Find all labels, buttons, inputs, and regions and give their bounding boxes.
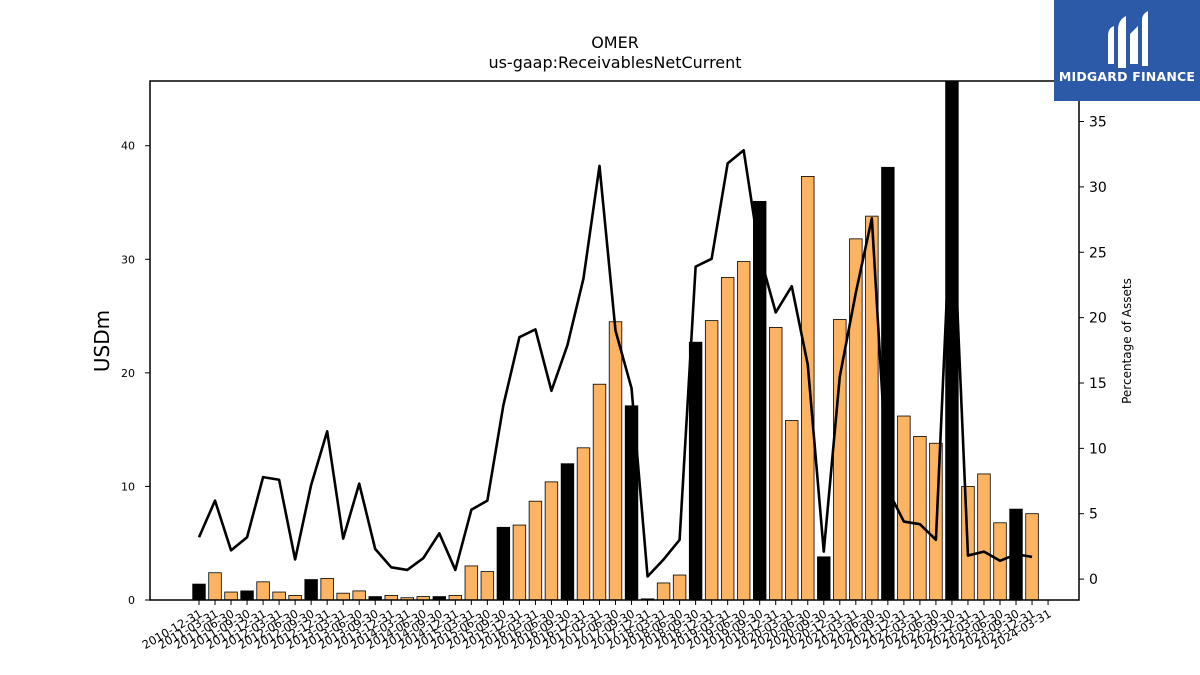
bar [881,166,895,601]
bar [753,200,767,601]
bar [688,341,703,601]
y-axis-label: USDm [90,310,114,372]
chart-subtitle: us-gaap:ReceivablesNetCurrent [488,53,742,72]
chart-title: OMER [591,33,639,52]
bar [977,473,991,601]
y2-tick-label: 10 [1089,441,1107,457]
bar [544,481,559,601]
bar [945,80,959,601]
plot-frame [149,80,1080,601]
bar [576,447,591,601]
bar [336,592,350,601]
bar [704,320,719,601]
bar [208,572,222,601]
y2-tick-label: 15 [1089,376,1107,392]
bar [656,582,671,601]
bar [480,571,495,601]
bar [833,319,847,601]
y2-tick-label: 20 [1089,311,1107,327]
bar [608,321,623,601]
series-line [197,148,1033,578]
bar [560,463,575,601]
bar [897,415,911,601]
bar [736,261,751,601]
y-tick-label: 10 [121,480,135,493]
y2-tick-label: 25 [1089,245,1107,261]
bar [496,526,511,601]
logo-mark-icon [1108,11,1148,68]
bar [192,583,206,601]
bar [672,574,687,601]
logo-text: MIDGARD FINANCE [1058,69,1196,84]
bar [592,383,607,601]
bar [801,175,815,601]
y2-tick-label: 30 [1089,180,1107,196]
bar [272,591,286,601]
bar [720,277,735,601]
y-tick-label: 40 [121,140,135,153]
bar [224,591,238,601]
y-tick-label: 0 [128,594,135,607]
y2-tick-label: 0 [1089,572,1098,588]
y2-axis-label: Percentage of Assets [1120,278,1134,404]
bar [785,420,799,601]
brand-logo: MIDGARD FINANCE [1054,0,1200,101]
bar [528,500,543,601]
y-tick-label: 30 [121,253,135,266]
bar [512,524,527,601]
bar [304,579,318,601]
bar [817,556,831,601]
bar [769,327,783,601]
bar [256,581,270,601]
bar [320,578,334,601]
y-tick-label: 20 [121,367,135,380]
y2-tick-label: 5 [1089,507,1098,523]
bar [913,436,927,601]
bar [464,565,479,601]
y2-tick-label: 35 [1089,115,1107,131]
bar [352,590,366,601]
bar [240,590,254,601]
